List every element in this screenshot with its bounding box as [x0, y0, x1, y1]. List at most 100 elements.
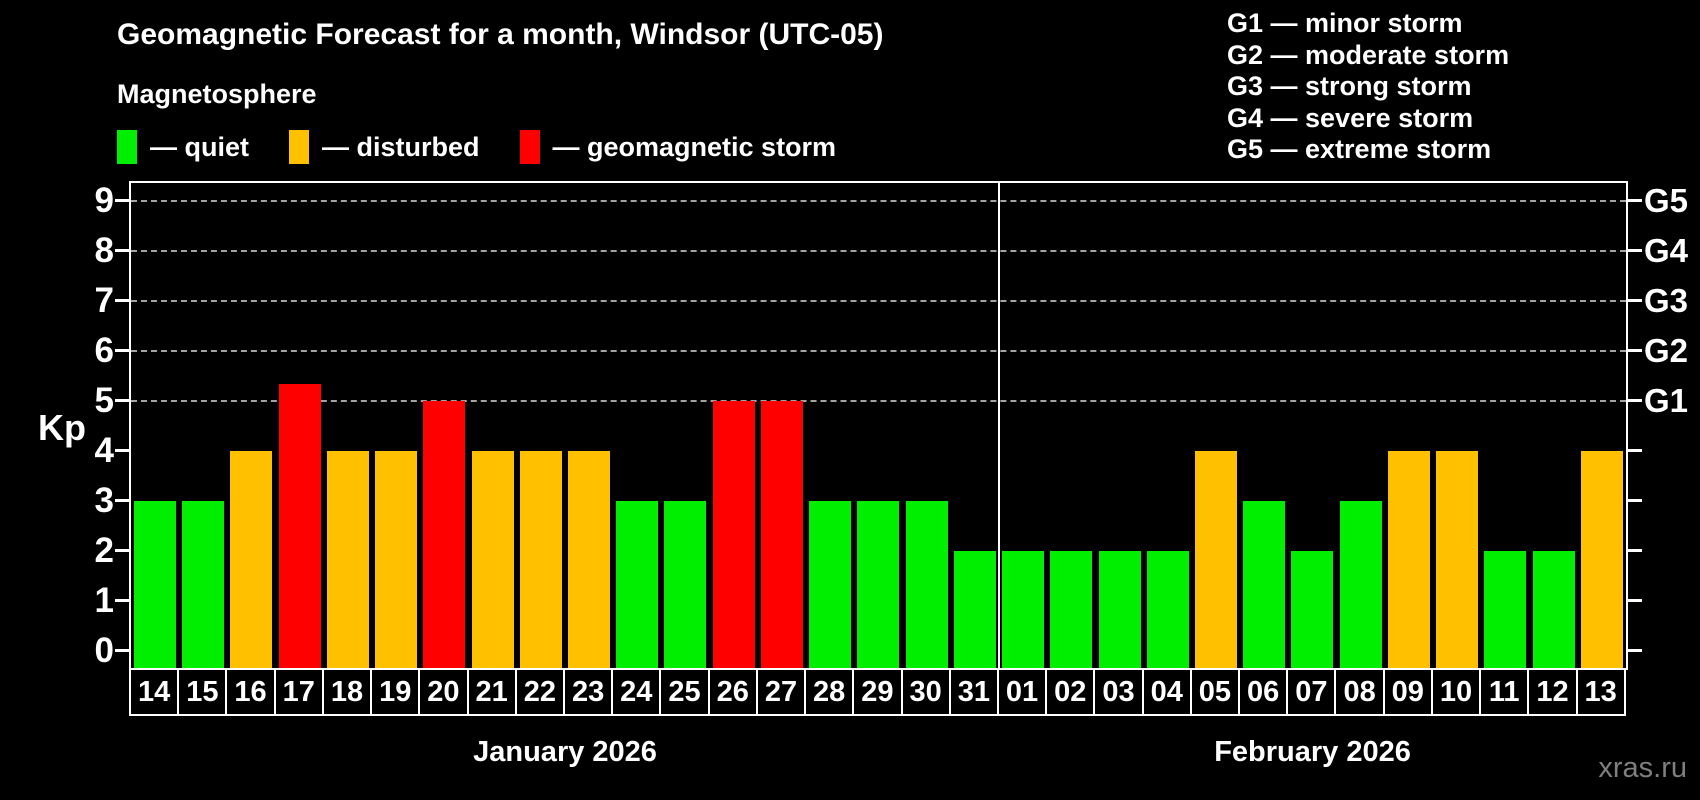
tick-left-kp-8	[115, 249, 129, 252]
g-scale-legend: G1 — minor storm G2 — moderate storm G3 …	[1227, 8, 1509, 166]
kp-bar-day-30	[905, 500, 948, 668]
kp-bar-day-21	[471, 450, 514, 668]
day-label-13: 13	[1575, 668, 1626, 716]
legend-label-quiet: — quiet	[150, 131, 249, 162]
month-label-february: February 2026	[1214, 736, 1411, 768]
g-scale-legend-g2: G2 — moderate storm	[1227, 39, 1510, 70]
right-axis-label-g3: G3	[1644, 281, 1689, 319]
gridline-kp-8	[131, 249, 1626, 252]
y-tick-label-9: 9	[94, 180, 114, 220]
tick-right-kp-4	[1628, 449, 1642, 452]
tick-right-kp-7	[1628, 299, 1642, 302]
tick-left-kp-7	[115, 299, 129, 302]
kp-bar-day-13	[1580, 450, 1623, 668]
tick-left-kp-9	[115, 199, 129, 202]
gridline-kp-7	[131, 299, 1626, 302]
y-tick-label-2: 2	[94, 530, 114, 570]
kp-bar-day-23	[568, 450, 611, 668]
y-tick-label-0: 0	[94, 630, 114, 670]
gridline-kp-6	[131, 349, 1626, 352]
right-axis-label-g2: G2	[1644, 331, 1689, 369]
watermark: xras.ru	[1598, 752, 1687, 784]
kp-bar-day-07	[1291, 550, 1334, 668]
day-label-10: 10	[1430, 668, 1482, 716]
tick-left-kp-0	[115, 649, 129, 652]
legend-item-disturbed: — disturbed	[289, 130, 480, 164]
tick-right-kp-6	[1628, 349, 1642, 352]
kp-bar-day-24	[616, 500, 659, 668]
legend-label-disturbed: — disturbed	[322, 131, 480, 162]
tick-right-kp-1	[1628, 599, 1642, 602]
kp-bar-day-05	[1194, 450, 1237, 668]
day-label-01: 01	[996, 668, 1048, 716]
y-axis-title: Kp	[38, 407, 86, 448]
kp-bar-day-03	[1098, 550, 1141, 668]
kp-bar-day-27	[760, 400, 803, 668]
y-tick-label-7: 7	[94, 280, 114, 320]
day-label-11: 11	[1479, 668, 1530, 716]
day-label-22: 22	[514, 668, 565, 716]
kp-bar-day-20	[423, 400, 466, 668]
day-label-23: 23	[562, 668, 614, 716]
tick-left-kp-1	[115, 599, 129, 602]
kp-bar-day-28	[809, 500, 852, 668]
g-scale-legend-g3: G3 — strong storm	[1227, 71, 1472, 101]
legend-item-storm: — geomagnetic storm	[519, 130, 837, 164]
day-label-26: 26	[707, 668, 758, 716]
tick-left-kp-6	[115, 349, 129, 352]
magnetosphere-legend: — quiet — disturbed — geomagnetic storm	[117, 128, 836, 166]
y-tick-label-8: 8	[94, 230, 114, 270]
kp-bar-day-09	[1387, 450, 1430, 668]
kp-bar-day-29	[857, 500, 900, 668]
day-label-21: 21	[466, 668, 517, 716]
legend-label-storm: — geomagnetic storm	[552, 131, 837, 162]
kp-bar-day-02	[1050, 550, 1093, 668]
day-label-15: 15	[177, 668, 228, 716]
day-label-18: 18	[321, 668, 373, 716]
day-label-24: 24	[611, 668, 662, 716]
gridline-kp-5	[131, 399, 1626, 402]
storm-color-swatch	[519, 130, 540, 164]
tick-left-kp-3	[115, 499, 129, 502]
kp-bar-day-15	[182, 500, 225, 668]
right-axis-label-g5: G5	[1644, 181, 1689, 219]
kp-bar-day-11	[1484, 550, 1527, 668]
tick-left-kp-5	[115, 399, 129, 402]
day-label-30: 30	[900, 668, 951, 716]
g-scale-legend-g4: G4 — severe storm	[1227, 102, 1474, 133]
tick-right-kp-2	[1628, 549, 1642, 552]
kp-bar-day-16	[230, 450, 273, 668]
legend-item-quiet: — quiet	[117, 130, 249, 164]
kp-bar-day-08	[1339, 500, 1382, 668]
kp-bar-day-18	[326, 450, 369, 668]
kp-bar-day-06	[1243, 500, 1286, 668]
kp-bar-day-12	[1532, 550, 1575, 668]
kp-bar-day-26	[712, 400, 755, 668]
day-label-20: 20	[418, 668, 469, 716]
day-label-02: 02	[1045, 668, 1096, 716]
kp-bar-day-22	[519, 450, 562, 668]
kp-bar-day-14	[134, 500, 177, 668]
tick-right-kp-5	[1628, 399, 1642, 402]
page-title: Geomagnetic Forecast for a month, Windso…	[117, 18, 884, 51]
y-tick-label-4: 4	[94, 430, 114, 470]
day-label-28: 28	[804, 668, 855, 716]
day-label-27: 27	[755, 668, 807, 716]
day-label-29: 29	[852, 668, 903, 716]
tick-right-kp-9	[1628, 199, 1642, 202]
day-labels-row: 14 15 16 17 18 19 20 21 22 23 24 25 26 27 28 29 30 31 01 02…	[129, 668, 1626, 716]
day-label-05: 05	[1189, 668, 1241, 716]
gridline-kp-9	[131, 199, 1626, 202]
day-label-12: 12	[1527, 668, 1578, 716]
quiet-color-swatch	[117, 130, 137, 164]
kp-bar-day-31	[953, 550, 996, 668]
day-label-17: 17	[273, 668, 324, 716]
tick-left-kp-2	[115, 549, 129, 552]
day-label-07: 07	[1286, 668, 1337, 716]
day-label-06: 06	[1238, 668, 1289, 716]
day-label-08: 08	[1334, 668, 1385, 716]
day-label-14: 14	[129, 668, 180, 716]
y-tick-label-5: 5	[94, 380, 114, 420]
magnetosphere-subtitle: Magnetosphere	[117, 79, 317, 109]
y-tick-label-6: 6	[94, 330, 114, 370]
